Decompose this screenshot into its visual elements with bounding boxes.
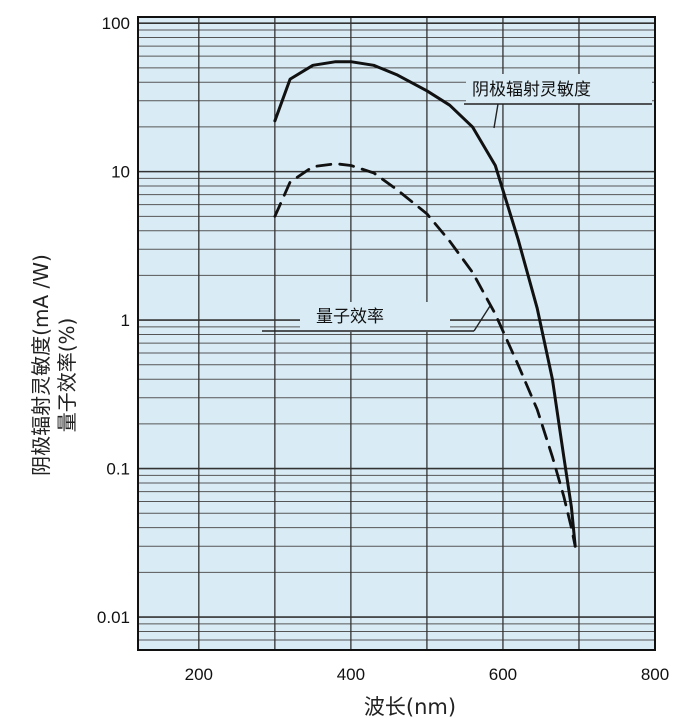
annotations: 阴极辐射灵敏度 量子效率 [262,74,652,332]
annotation-qe-leader [473,305,491,332]
y-tick-label: 0.1 [106,460,130,479]
annotation-sensitivity: 阴极辐射灵敏度 [472,80,591,100]
sensitivity-label-box [466,74,652,104]
series-line-quantum-efficiency [273,162,577,548]
plot-background [138,17,655,650]
y-tick-label: 0.01 [97,608,130,627]
series-line-sensitivity [273,60,577,548]
y-tick-label: 100 [102,14,130,33]
plot-frame [137,16,656,651]
x-axis-label: 波长(nm) [364,695,456,719]
grid [138,17,655,651]
y-tick-label: 10 [111,163,130,182]
annotation-quantum-efficiency: 量子效率 [316,307,384,327]
qe-label-box [300,302,450,332]
x-tick-label: 600 [489,665,517,684]
x-tick-label: 200 [185,665,213,684]
y-tick-label: 1 [121,311,130,330]
series-layer [273,60,577,548]
y-axis-label-primary: 阴极辐射灵敏度(mA /W) [29,254,53,476]
x-tick-label: 800 [641,665,669,684]
x-tick-label: 400 [337,665,365,684]
tick-labels: 200 400 600 800 0.01 0.1 1 10 100 [97,14,669,684]
annotation-sensitivity-leader [493,103,499,129]
y-axis-label-secondary: 量子效率(%) [55,318,79,433]
